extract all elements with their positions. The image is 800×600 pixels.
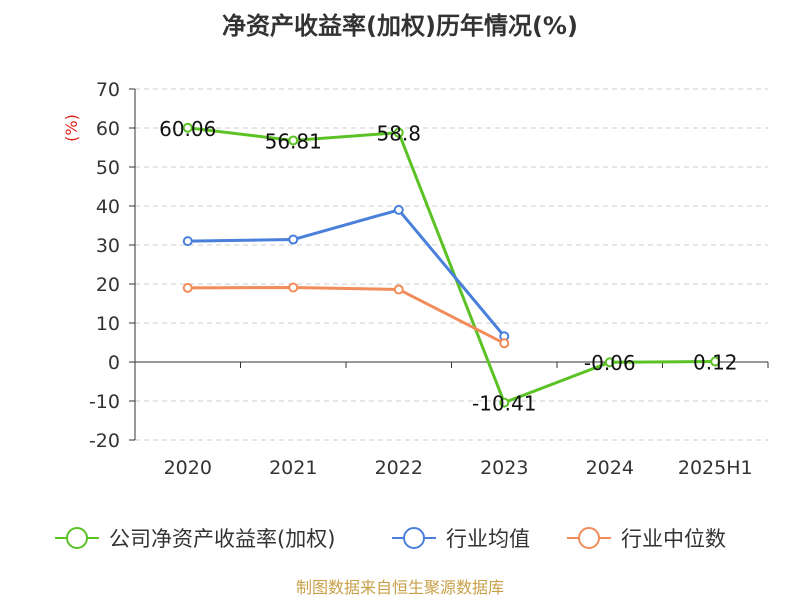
data-point — [499, 338, 510, 349]
data-label: 58.8 — [376, 122, 421, 146]
legend-marker-icon — [66, 527, 88, 549]
chart-title: 净资产收益率(加权)历年情况(%) — [222, 12, 578, 40]
legend-item: 行业中位数 — [567, 527, 726, 551]
data-point — [182, 122, 193, 133]
y-tick-label: 10 — [96, 313, 120, 335]
x-tick-label: 2020 — [164, 457, 212, 479]
series-line-0 — [187, 126, 716, 405]
legend-label: 行业中位数 — [621, 527, 726, 551]
x-tick-label: 2024 — [586, 457, 634, 479]
y-axis-label: (%) — [62, 114, 81, 142]
y-tick-label: 0 — [108, 352, 120, 374]
data-label: 0.12 — [693, 351, 738, 375]
x-tick-label: 2023 — [480, 457, 528, 479]
data-label: -0.06 — [584, 351, 636, 375]
data-label: 60.06 — [159, 117, 216, 141]
data-label: 56.81 — [265, 129, 322, 153]
y-tick-label: 40 — [96, 196, 120, 218]
legend-marker-icon — [403, 527, 425, 549]
y-tick-label: 50 — [96, 157, 120, 179]
y-tick-label: 30 — [96, 235, 120, 257]
data-point — [604, 357, 615, 368]
data-point — [288, 282, 299, 293]
data-point — [182, 236, 193, 247]
legend-label: 行业均值 — [446, 527, 530, 551]
series-line-2 — [187, 286, 505, 345]
data-point — [288, 234, 299, 245]
legend: 公司净资产收益率(加权) 行业均值 行业中位数 — [55, 527, 726, 551]
y-tick-label: -20 — [89, 430, 120, 452]
line-chart: -20 -10 0 10 20 30 40 50 60 70 2020 2021 2022 2023 202… — [62, 79, 769, 479]
source-note: 制图数据来自恒生聚源数据库 — [295, 578, 504, 597]
data-point — [393, 204, 404, 215]
legend-label: 公司净资产收益率(加权) — [109, 527, 335, 551]
data-labels: 60.06 56.81 58.8 -10.41 -0.06 0.12 — [159, 117, 737, 416]
y-tick-label: 20 — [96, 274, 120, 296]
y-tick-label: 70 — [96, 79, 120, 101]
legend-item: 公司净资产收益率(加权) — [55, 527, 335, 551]
data-point — [393, 127, 404, 138]
legend-item: 行业均值 — [392, 527, 530, 551]
y-tick-label: 60 — [96, 118, 120, 140]
data-point — [710, 356, 721, 367]
series-line-1 — [187, 208, 506, 338]
y-tick-label: -10 — [89, 391, 120, 413]
data-point — [182, 282, 193, 293]
x-tick-label: 2021 — [269, 457, 317, 479]
data-label: -10.41 — [472, 392, 536, 416]
data-point — [288, 135, 299, 146]
data-point — [393, 284, 404, 295]
legend-marker-icon — [578, 527, 600, 549]
x-tick-label: 2022 — [375, 457, 423, 479]
x-tick-label: 2025H1 — [678, 457, 753, 479]
data-point — [499, 397, 510, 408]
series — [182, 122, 721, 408]
axes: -20 -10 0 10 20 30 40 50 60 70 2020 2021 2022 2023 202… — [89, 79, 769, 479]
